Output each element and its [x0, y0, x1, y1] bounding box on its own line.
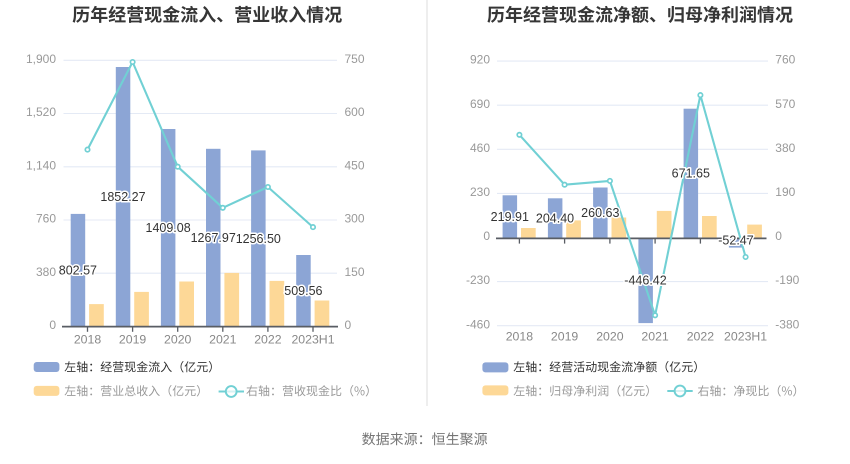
- svg-text:2020: 2020: [164, 333, 192, 347]
- svg-text:1409.08: 1409.08: [146, 221, 191, 235]
- svg-text:-460: -460: [466, 317, 490, 331]
- svg-text:-52.47: -52.47: [718, 234, 753, 248]
- svg-text:300: 300: [345, 212, 365, 226]
- svg-text:2023H1: 2023H1: [291, 333, 334, 347]
- svg-text:1852.27: 1852.27: [100, 190, 145, 204]
- svg-text:460: 460: [470, 141, 490, 155]
- svg-text:2018: 2018: [74, 333, 102, 347]
- svg-text:190: 190: [775, 185, 795, 199]
- svg-text:600: 600: [345, 105, 365, 119]
- svg-text:2018: 2018: [506, 329, 534, 343]
- svg-text:802.57: 802.57: [59, 264, 97, 278]
- svg-text:380: 380: [36, 265, 56, 279]
- svg-text:750: 750: [345, 52, 365, 66]
- svg-text:2022: 2022: [254, 333, 282, 347]
- svg-text:-190: -190: [775, 273, 799, 287]
- svg-text:2023H1: 2023H1: [724, 329, 767, 343]
- svg-text:150: 150: [345, 265, 365, 279]
- svg-text:2022: 2022: [687, 329, 715, 343]
- svg-text:2021: 2021: [209, 333, 237, 347]
- svg-text:671.65: 671.65: [672, 167, 710, 181]
- svg-text:920: 920: [470, 53, 490, 67]
- svg-text:760: 760: [36, 212, 56, 226]
- svg-text:204.40: 204.40: [536, 211, 574, 225]
- svg-text:2019: 2019: [119, 333, 147, 347]
- svg-text:1,900: 1,900: [26, 52, 56, 66]
- svg-text:0: 0: [775, 229, 782, 243]
- svg-text:690: 690: [470, 97, 490, 111]
- svg-text:450: 450: [345, 158, 365, 172]
- svg-text:1,520: 1,520: [26, 105, 56, 119]
- svg-text:230: 230: [470, 185, 490, 199]
- svg-text:2021: 2021: [641, 329, 669, 343]
- svg-text:1256.50: 1256.50: [236, 232, 281, 246]
- svg-text:-446.42: -446.42: [624, 274, 666, 288]
- svg-text:0: 0: [49, 318, 56, 332]
- svg-text:2020: 2020: [596, 329, 624, 343]
- svg-text:219.91: 219.91: [491, 210, 529, 224]
- svg-text:509.56: 509.56: [284, 284, 322, 298]
- svg-text:570: 570: [775, 97, 795, 111]
- svg-text:0: 0: [345, 318, 352, 332]
- svg-text:-230: -230: [466, 273, 490, 287]
- svg-text:380: 380: [775, 141, 795, 155]
- svg-text:260.63: 260.63: [581, 206, 619, 220]
- svg-text:0: 0: [483, 229, 490, 243]
- svg-text:760: 760: [775, 53, 795, 67]
- svg-text:1,140: 1,140: [26, 158, 56, 172]
- svg-text:-380: -380: [775, 317, 799, 331]
- svg-text:2019: 2019: [551, 329, 579, 343]
- svg-text:1267.97: 1267.97: [191, 231, 236, 245]
